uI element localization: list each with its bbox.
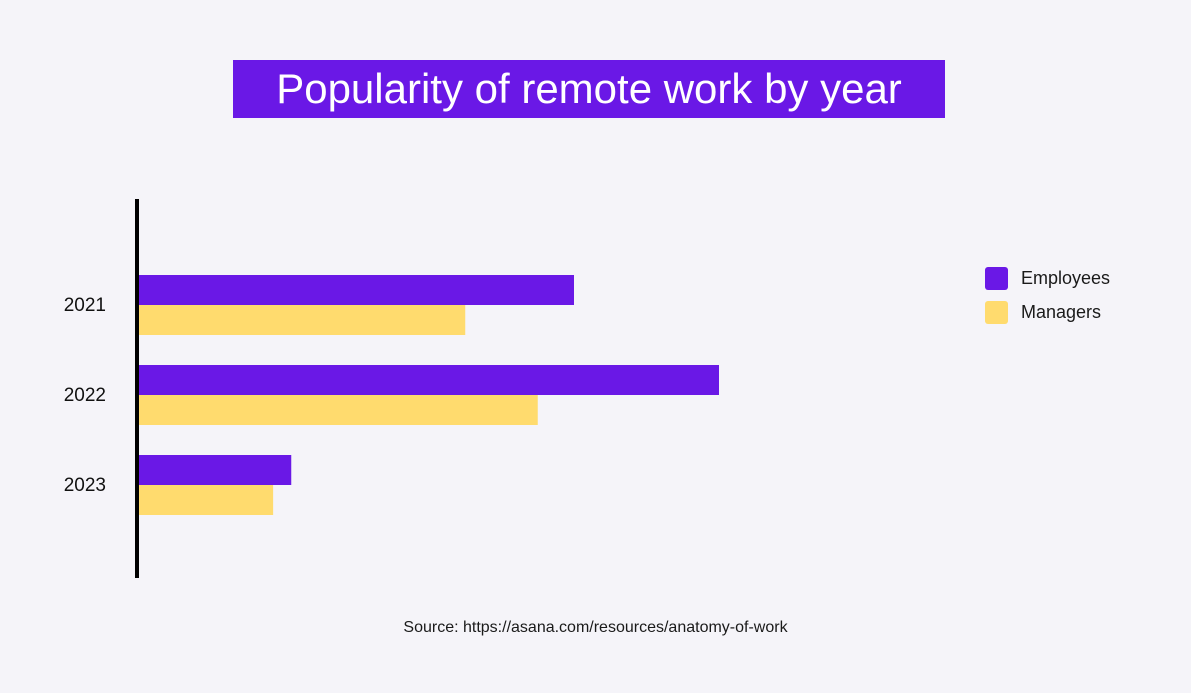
category-label-2022: 2022 xyxy=(64,385,106,406)
bar-employees-2021 xyxy=(139,275,574,305)
bar-managers-2021 xyxy=(139,305,466,335)
chart-title-box: Popularity of remote work by year xyxy=(233,60,945,118)
legend: Employees Managers xyxy=(985,261,1110,329)
legend-item-managers: Managers xyxy=(985,295,1110,329)
bar-employees-2022 xyxy=(139,365,719,395)
legend-swatch-employees xyxy=(985,266,1008,290)
category-label-2023: 2023 xyxy=(64,475,106,496)
source-note: Source: https://asana.com/resources/anat… xyxy=(403,619,788,636)
legend-item-employees: Employees xyxy=(985,261,1110,295)
bar-employees-2023 xyxy=(139,455,292,485)
bar-managers-2023 xyxy=(139,485,274,515)
legend-label-managers: Managers xyxy=(1021,301,1102,322)
legend-label-employees: Employees xyxy=(1021,267,1111,288)
category-label-2021: 2021 xyxy=(64,295,106,316)
chart-title: Popularity of remote work by year xyxy=(276,65,902,112)
bar-managers-2022 xyxy=(139,395,538,425)
legend-swatch-managers xyxy=(985,300,1008,324)
